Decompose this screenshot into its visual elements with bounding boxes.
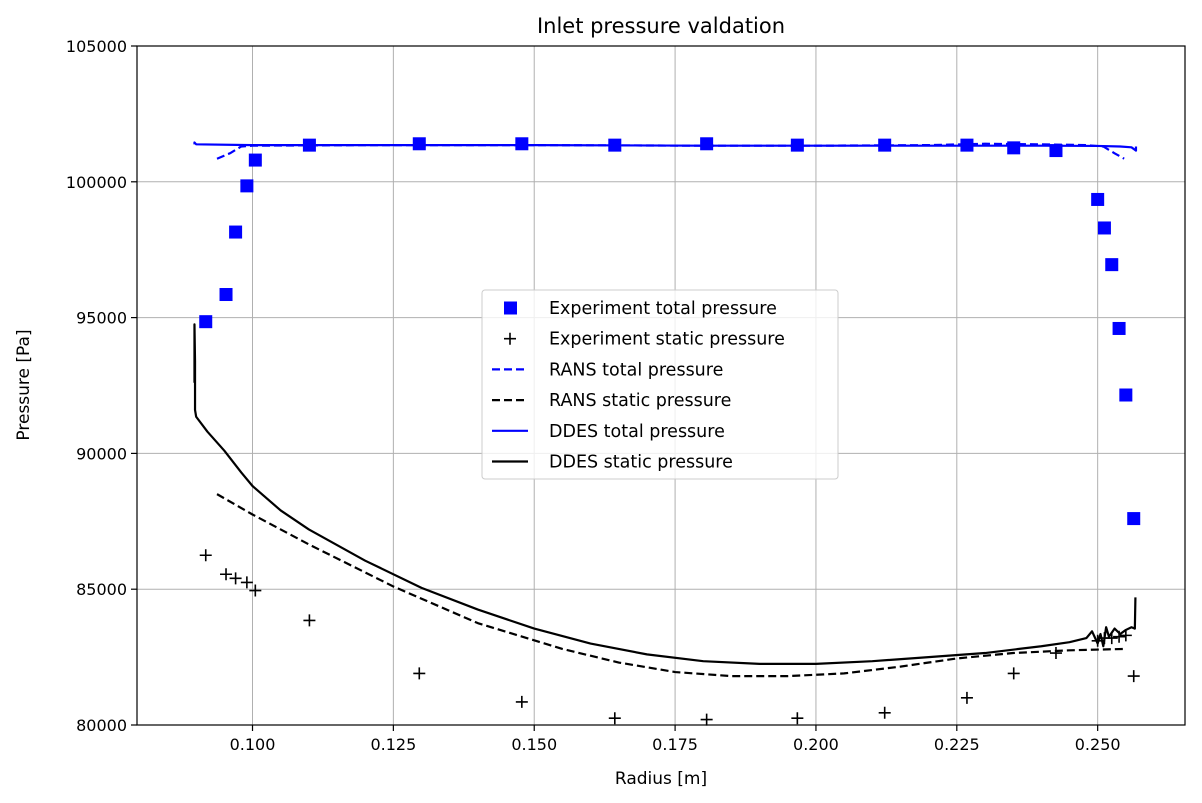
experiment-static-pressure-marker bbox=[878, 706, 891, 719]
legend-rans-total-pressure-label: RANS total pressure bbox=[549, 360, 723, 380]
y-tick-label: 85000 bbox=[76, 580, 127, 599]
experiment-static-pressure-marker bbox=[220, 568, 233, 581]
axes-frame bbox=[136, 45, 1186, 726]
ddes-static-pressure-line bbox=[193, 323, 1137, 665]
experiment-static-pressure-marker bbox=[1091, 634, 1104, 647]
experiment-static-pressure-marker bbox=[413, 667, 426, 680]
chart-title: Inlet pressure valdation bbox=[537, 14, 785, 38]
legend-experiment-static-pressure-label: Experiment static pressure bbox=[549, 330, 785, 350]
x-tick-label: 0.200 bbox=[793, 735, 839, 754]
experiment-total-pressure-marker bbox=[878, 138, 892, 152]
experiment-total-pressure-marker bbox=[219, 288, 233, 302]
legend-ddes-static-pressure-label: DDES static pressure bbox=[549, 453, 733, 473]
experiment-total-pressure-marker bbox=[302, 138, 316, 152]
experiment-total-pressure-marker bbox=[1119, 388, 1133, 402]
experiment-static-pressure-marker bbox=[960, 691, 973, 704]
rans-total-pressure-line bbox=[216, 142, 1125, 160]
experiment-total-pressure-marker bbox=[1049, 144, 1063, 158]
experiment-static-pressure-marker bbox=[1113, 630, 1126, 643]
y-tick-label: 90000 bbox=[76, 444, 127, 463]
experiment-total-pressure-marker bbox=[248, 153, 262, 167]
experiment-static-pressure-marker bbox=[1105, 632, 1118, 645]
experiment-static-pressure-marker bbox=[1007, 667, 1020, 680]
x-tick-label: 0.150 bbox=[511, 735, 557, 754]
experiment-static-pressure-marker bbox=[229, 572, 242, 585]
experiment-total-pressure-marker bbox=[515, 137, 529, 151]
experiment-total-pressure-marker bbox=[1097, 221, 1111, 235]
experiment-static-pressure-marker bbox=[700, 713, 713, 726]
ticks: 0.100 0.125 0.150 0.175 0.200 0.225 0.250 80000… bbox=[66, 37, 1121, 754]
experiment-total-pressure-marker bbox=[1091, 192, 1105, 206]
experiment-total-pressure-marker bbox=[790, 138, 804, 152]
experiment-static-pressure-marker bbox=[303, 614, 316, 627]
legend-experiment-total-pressure-label: Experiment total pressure bbox=[549, 299, 777, 319]
experiment-static-pressure-marker bbox=[1049, 647, 1062, 660]
experiment-static-pressure-marker bbox=[515, 695, 528, 708]
experiment-total-pressure-marker bbox=[960, 138, 974, 152]
y-tick-label: 105000 bbox=[66, 37, 127, 56]
experiment-total-pressure-marker bbox=[1127, 512, 1141, 526]
experiment-static-pressure-marker bbox=[199, 549, 212, 562]
rans-static-pressure-line bbox=[216, 493, 1125, 678]
series-layer bbox=[193, 137, 1141, 726]
legend-box bbox=[481, 289, 839, 480]
legend-rans-static-pressure-label: RANS static pressure bbox=[549, 391, 731, 411]
experiment-total-pressure-marker bbox=[608, 138, 622, 152]
experiment-static-pressure-marker bbox=[1119, 629, 1132, 642]
experiment-total-pressure-marker bbox=[240, 179, 254, 193]
legend-experiment-static-pressure-swatch bbox=[504, 332, 516, 345]
legend-experiment-total-pressure-swatch bbox=[504, 301, 517, 315]
y-tick-label: 80000 bbox=[76, 716, 127, 735]
experiment-total-pressure-marker bbox=[1007, 141, 1021, 155]
experiment-total-pressure-marker bbox=[1105, 258, 1119, 272]
experiment-static-pressure-marker bbox=[1127, 670, 1140, 683]
x-axis-label: Radius [m] bbox=[615, 769, 707, 789]
x-tick-label: 0.175 bbox=[652, 735, 698, 754]
experiment-static-pressure-marker bbox=[608, 712, 621, 725]
experiment-total-pressure-marker bbox=[199, 315, 213, 329]
x-tick-label: 0.225 bbox=[934, 735, 980, 754]
legend-ddes-total-pressure-label: DDES total pressure bbox=[549, 422, 725, 442]
legend: Experiment total pressure Experiment stat… bbox=[481, 289, 839, 480]
x-tick-label: 0.250 bbox=[1075, 735, 1121, 754]
x-tick-label: 0.100 bbox=[230, 735, 276, 754]
experiment-total-pressure-marker bbox=[412, 137, 426, 151]
experiment-static-pressure-marker bbox=[240, 576, 253, 589]
y-tick-label: 100000 bbox=[66, 173, 127, 192]
experiment-total-pressure-marker bbox=[1112, 321, 1126, 335]
experiment-static-pressure-marker bbox=[249, 584, 262, 597]
y-axis-label: Pressure [Pa] bbox=[14, 329, 34, 440]
experiment-static-pressure-marker bbox=[791, 712, 804, 725]
x-tick-label: 0.125 bbox=[370, 735, 416, 754]
experiment-total-pressure-marker bbox=[229, 225, 243, 239]
experiment-total-pressure-marker bbox=[700, 137, 714, 151]
y-tick-label: 95000 bbox=[76, 309, 127, 328]
